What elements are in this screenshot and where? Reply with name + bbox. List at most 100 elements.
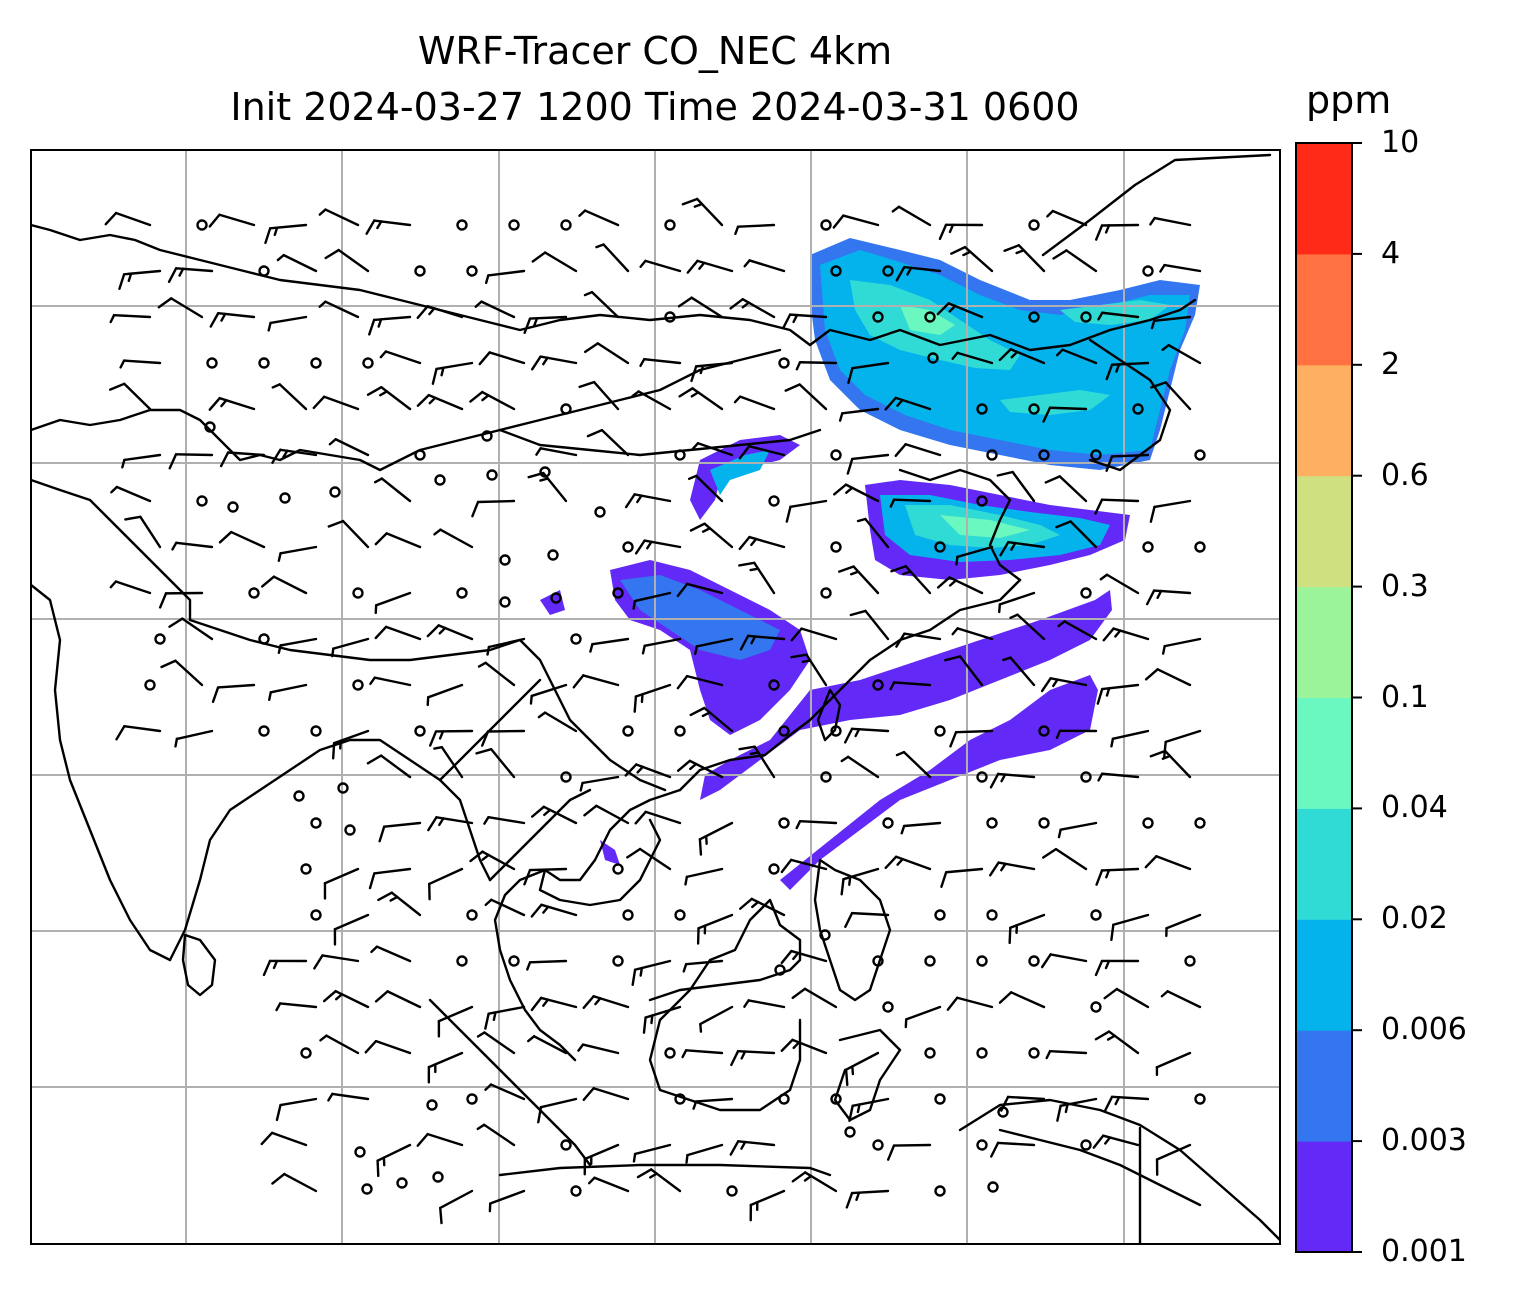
wind-barb bbox=[639, 259, 682, 273]
wind-barb bbox=[848, 1097, 890, 1122]
wind-barb bbox=[795, 820, 838, 830]
wind-barb bbox=[632, 1143, 672, 1163]
wind-barb bbox=[499, 596, 511, 608]
wind-barb bbox=[634, 539, 682, 555]
wind-barb bbox=[778, 725, 790, 737]
colorbar-segment bbox=[1296, 697, 1352, 809]
wind-barb bbox=[986, 449, 998, 461]
wind-barb bbox=[976, 1047, 988, 1059]
wind-barb bbox=[312, 395, 360, 411]
wind-barb bbox=[990, 1141, 1036, 1158]
wind-barb bbox=[624, 493, 672, 509]
coastline-india-east bbox=[168, 738, 442, 962]
wind-barb bbox=[951, 351, 994, 365]
wind-barb bbox=[1080, 587, 1092, 599]
wind-barb bbox=[277, 545, 318, 562]
wind-barb bbox=[1097, 772, 1140, 782]
wind-barb bbox=[895, 632, 942, 648]
wind-barb bbox=[300, 863, 312, 875]
wind-barb bbox=[1103, 987, 1150, 1009]
wind-barb bbox=[622, 725, 634, 737]
border-myanmar bbox=[438, 678, 542, 782]
wind-barb bbox=[196, 219, 208, 231]
wind-barb bbox=[523, 867, 568, 886]
colorbar-segment bbox=[1296, 143, 1352, 255]
wind-barb bbox=[681, 1049, 724, 1059]
wind-barb bbox=[310, 725, 322, 737]
wind-barb bbox=[481, 430, 493, 442]
wind-barb bbox=[144, 679, 156, 691]
wind-barb bbox=[1194, 449, 1206, 461]
wind-barb bbox=[331, 729, 370, 760]
wind-barb bbox=[227, 501, 239, 513]
wind-barb bbox=[674, 1093, 686, 1105]
wind-barb bbox=[537, 711, 578, 733]
wind-barb bbox=[560, 771, 572, 783]
wind-barb bbox=[1028, 311, 1040, 323]
wind-barb bbox=[847, 361, 890, 385]
wind-barb bbox=[674, 449, 686, 461]
wind-barb bbox=[327, 519, 370, 549]
colorbar-segment bbox=[1296, 808, 1352, 920]
wind-barb bbox=[780, 1038, 828, 1055]
wind-barb bbox=[589, 637, 630, 653]
wind-barb bbox=[466, 265, 478, 277]
wind-barb bbox=[936, 576, 984, 595]
wind-barb bbox=[998, 348, 1046, 365]
wind-barb bbox=[887, 1143, 932, 1161]
wind-barb bbox=[547, 549, 559, 561]
wind-barb bbox=[583, 804, 630, 825]
wind-barb bbox=[820, 771, 832, 783]
wind-barb bbox=[1038, 449, 1050, 461]
wind-barb bbox=[1194, 541, 1206, 553]
wind-barb bbox=[950, 245, 994, 273]
wind-barb bbox=[258, 633, 270, 645]
wind-barb bbox=[209, 312, 256, 328]
wind-barb bbox=[1142, 541, 1154, 553]
wind-barb bbox=[976, 955, 988, 967]
wind-barb bbox=[636, 1168, 682, 1193]
wind-barb bbox=[738, 561, 776, 595]
wind-barb bbox=[108, 382, 152, 411]
wind-barb bbox=[730, 1049, 776, 1067]
wind-barb bbox=[949, 729, 994, 748]
wind-barb bbox=[362, 357, 374, 369]
wind-barb bbox=[1105, 361, 1150, 381]
wind-barb bbox=[432, 1171, 444, 1183]
wind-barb bbox=[791, 1171, 838, 1193]
coastline-northeast-china bbox=[808, 298, 1197, 352]
coastline-bohai bbox=[898, 468, 1022, 582]
wind-barb bbox=[1046, 209, 1088, 227]
wind-barb bbox=[456, 955, 468, 967]
wind-barb bbox=[1094, 223, 1140, 241]
wind-barb bbox=[934, 1185, 946, 1197]
coastline-new-guinea bbox=[958, 1098, 1280, 1242]
wind-barb bbox=[530, 903, 578, 918]
wind-barb bbox=[478, 351, 526, 366]
colorbar-tick-label: 2 bbox=[1381, 346, 1401, 382]
tracer-plume-region bbox=[540, 590, 565, 615]
wind-barb bbox=[318, 300, 360, 319]
tracer-plume-region bbox=[710, 450, 770, 495]
wind-barb bbox=[486, 637, 526, 656]
wind-barb bbox=[692, 1097, 734, 1110]
wind-barb bbox=[376, 1143, 412, 1178]
wind-barb bbox=[373, 477, 412, 503]
border-southeast-asia bbox=[518, 638, 667, 792]
wind-barb bbox=[895, 750, 932, 779]
wind-barb bbox=[612, 955, 624, 967]
wind-barb bbox=[366, 386, 412, 411]
wind-barb bbox=[987, 1181, 999, 1193]
coastline-sumatra bbox=[428, 998, 592, 1167]
wind-barb bbox=[1194, 817, 1206, 829]
wind-barb bbox=[322, 989, 370, 1009]
wind-barb bbox=[331, 637, 370, 658]
wind-barb bbox=[1142, 817, 1154, 829]
wind-barb bbox=[1045, 1049, 1088, 1060]
coastline-bay-of-bengal-east bbox=[438, 778, 492, 882]
wind-barb bbox=[560, 1139, 572, 1151]
colorbar-tick-label: 0.6 bbox=[1381, 457, 1429, 493]
wind-barb bbox=[586, 428, 630, 457]
wind-barb bbox=[374, 625, 422, 641]
wind-barb bbox=[674, 725, 686, 737]
